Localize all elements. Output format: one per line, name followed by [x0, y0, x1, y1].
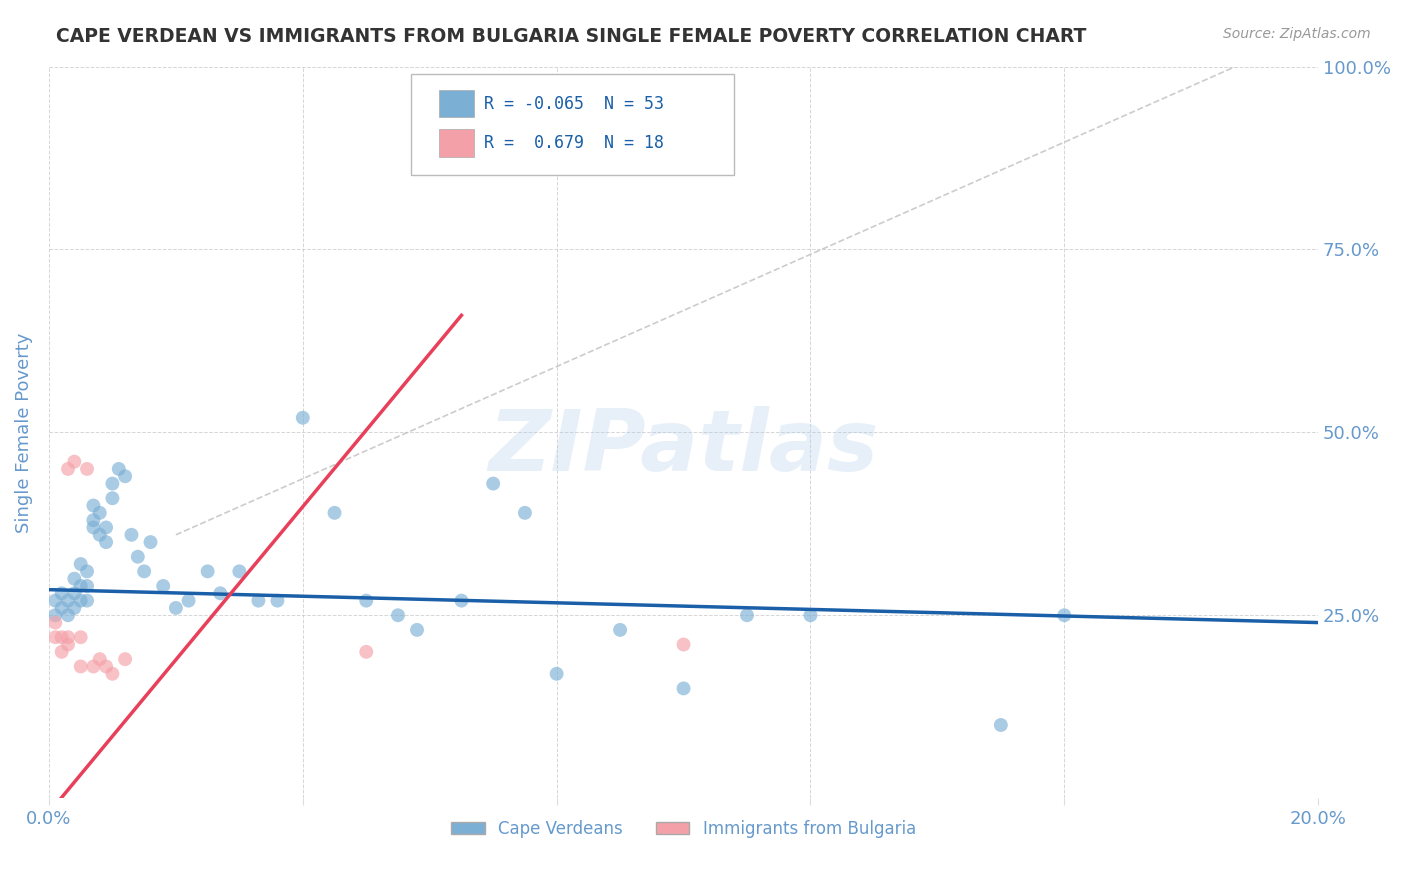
- Point: [51, 601, 73, 615]
- Point: [672, 681, 695, 696]
- Point: [139, 535, 162, 549]
- Point: [56, 608, 79, 623]
- Point: [94, 535, 117, 549]
- Point: [69, 579, 91, 593]
- Point: [51, 630, 73, 644]
- FancyBboxPatch shape: [439, 129, 474, 157]
- Point: [247, 593, 270, 607]
- Point: [114, 652, 136, 666]
- Point: [209, 586, 232, 600]
- Point: [63, 601, 86, 615]
- FancyBboxPatch shape: [411, 74, 734, 175]
- Point: [89, 652, 111, 666]
- Point: [114, 469, 136, 483]
- Point: [44, 615, 66, 630]
- Point: [107, 462, 129, 476]
- Text: ZIPatlas: ZIPatlas: [488, 406, 879, 489]
- Point: [121, 528, 143, 542]
- Point: [69, 659, 91, 673]
- Legend: Cape Verdeans, Immigrants from Bulgaria: Cape Verdeans, Immigrants from Bulgaria: [444, 814, 922, 845]
- Point: [94, 520, 117, 534]
- Point: [69, 593, 91, 607]
- FancyBboxPatch shape: [439, 90, 474, 118]
- Point: [56, 630, 79, 644]
- Point: [44, 608, 66, 623]
- Point: [51, 586, 73, 600]
- Point: [69, 630, 91, 644]
- Point: [76, 565, 98, 579]
- Point: [609, 623, 631, 637]
- Point: [76, 593, 98, 607]
- Point: [152, 579, 174, 593]
- Point: [228, 565, 250, 579]
- Point: [63, 586, 86, 600]
- Point: [69, 557, 91, 571]
- Text: R =  0.679  N = 18: R = 0.679 N = 18: [484, 135, 664, 153]
- Point: [82, 659, 104, 673]
- Point: [546, 666, 568, 681]
- Point: [513, 506, 536, 520]
- Point: [101, 491, 124, 506]
- Point: [291, 410, 314, 425]
- Point: [1053, 608, 1076, 623]
- Point: [76, 579, 98, 593]
- Point: [44, 593, 66, 607]
- Point: [323, 506, 346, 520]
- Point: [101, 476, 124, 491]
- Point: [735, 608, 758, 623]
- Point: [89, 506, 111, 520]
- Point: [450, 593, 472, 607]
- Text: R = -0.065  N = 53: R = -0.065 N = 53: [484, 95, 664, 112]
- Point: [89, 528, 111, 542]
- Point: [799, 608, 821, 623]
- Point: [44, 630, 66, 644]
- Point: [63, 455, 86, 469]
- Point: [63, 572, 86, 586]
- Point: [406, 623, 429, 637]
- Point: [177, 593, 200, 607]
- Point: [76, 462, 98, 476]
- Point: [101, 666, 124, 681]
- Point: [672, 638, 695, 652]
- Point: [990, 718, 1012, 732]
- Point: [266, 593, 288, 607]
- Point: [127, 549, 149, 564]
- Point: [56, 462, 79, 476]
- Point: [82, 513, 104, 527]
- Point: [387, 608, 409, 623]
- Text: CAPE VERDEAN VS IMMIGRANTS FROM BULGARIA SINGLE FEMALE POVERTY CORRELATION CHART: CAPE VERDEAN VS IMMIGRANTS FROM BULGARIA…: [56, 27, 1087, 45]
- Text: Source: ZipAtlas.com: Source: ZipAtlas.com: [1223, 27, 1371, 41]
- Point: [82, 520, 104, 534]
- Point: [82, 499, 104, 513]
- Point: [51, 645, 73, 659]
- Point: [356, 593, 378, 607]
- Point: [94, 659, 117, 673]
- Point: [56, 593, 79, 607]
- Point: [482, 476, 505, 491]
- Point: [56, 638, 79, 652]
- Point: [134, 565, 156, 579]
- Point: [165, 601, 187, 615]
- Point: [197, 565, 219, 579]
- Y-axis label: Single Female Poverty: Single Female Poverty: [15, 332, 32, 533]
- Point: [356, 645, 378, 659]
